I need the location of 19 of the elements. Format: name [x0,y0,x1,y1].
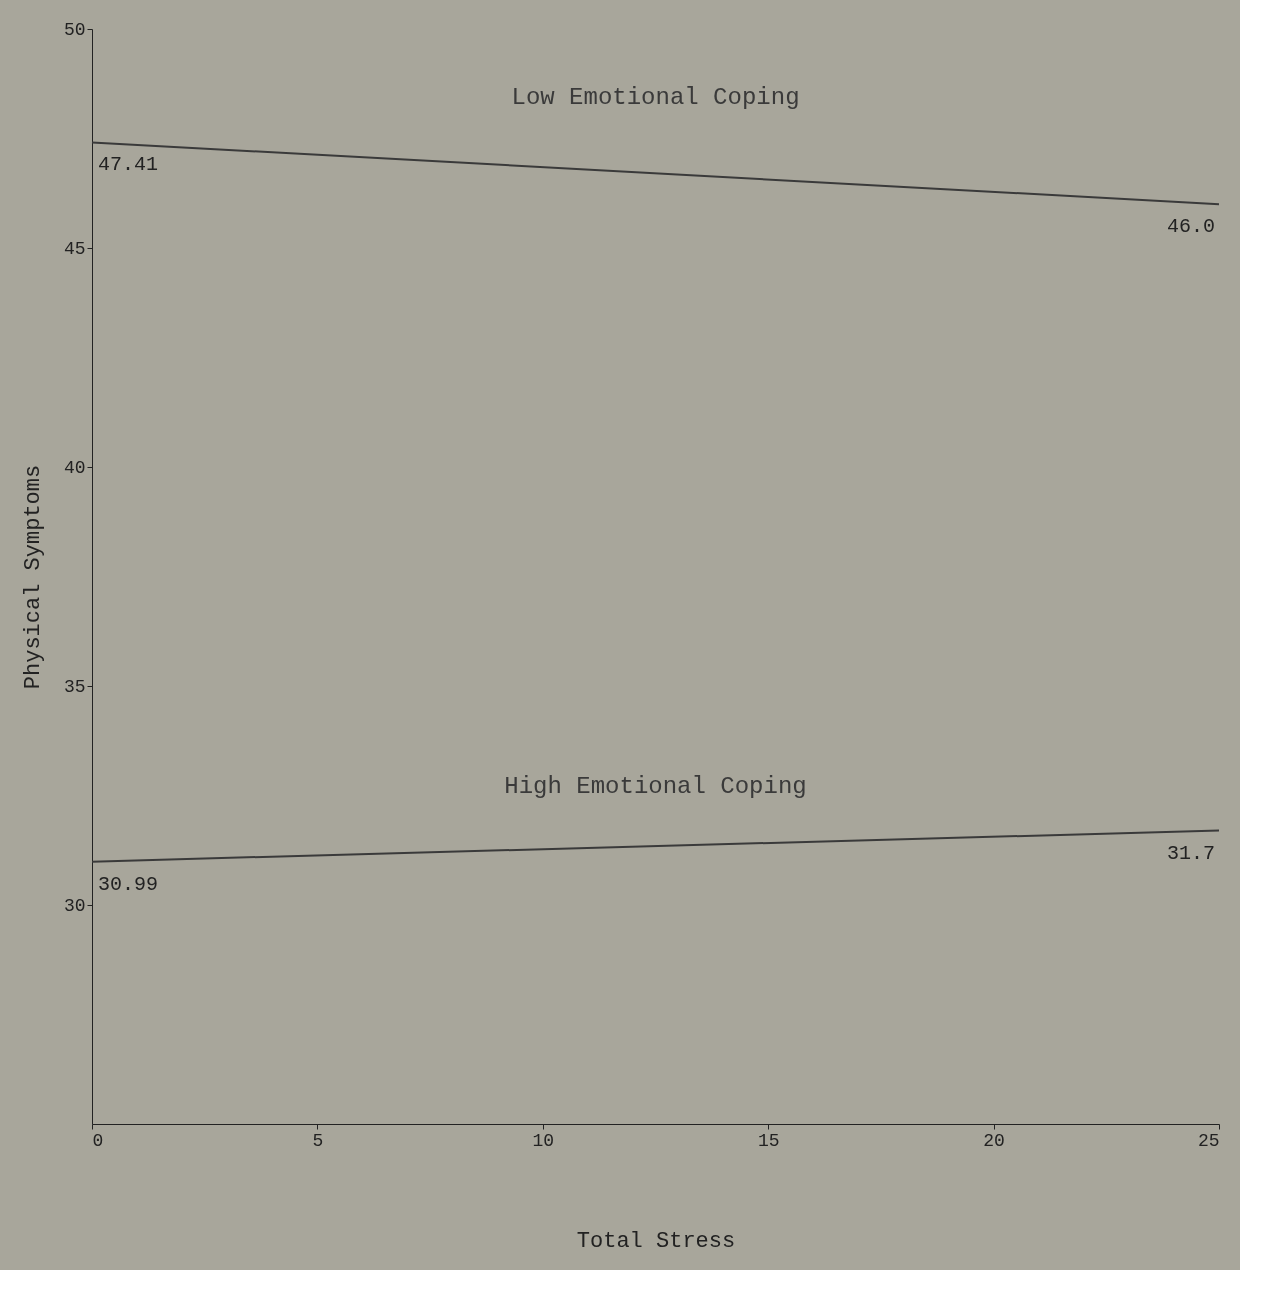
x-tick-label: 5 [312,1130,324,1151]
data-label: 47.41 [98,153,159,177]
y-tick-label: 30 [63,895,86,916]
data-label: 31.7 [1166,841,1215,865]
data-label: 30.99 [98,872,159,896]
y-tick-label: 50 [63,19,86,40]
y-tick-label: 40 [63,457,86,478]
x-tick-label: 0 [92,1130,104,1151]
series-label: High Emotional Coping [504,772,807,800]
x-tick-label: 25 [1197,1130,1220,1151]
x-tick-label: 10 [532,1130,555,1151]
text: Low Emotional Coping [511,84,800,112]
y-tick-label: 35 [63,676,86,697]
data-label: 46.0 [1166,215,1215,239]
x-tick-label: 15 [757,1130,780,1151]
y-axis-title: Physical Symptoms [20,464,46,690]
x-tick-label: 20 [983,1130,1005,1151]
y-tick-label: 45 [63,238,86,259]
x-axis-title: Total Stress [576,1228,736,1254]
